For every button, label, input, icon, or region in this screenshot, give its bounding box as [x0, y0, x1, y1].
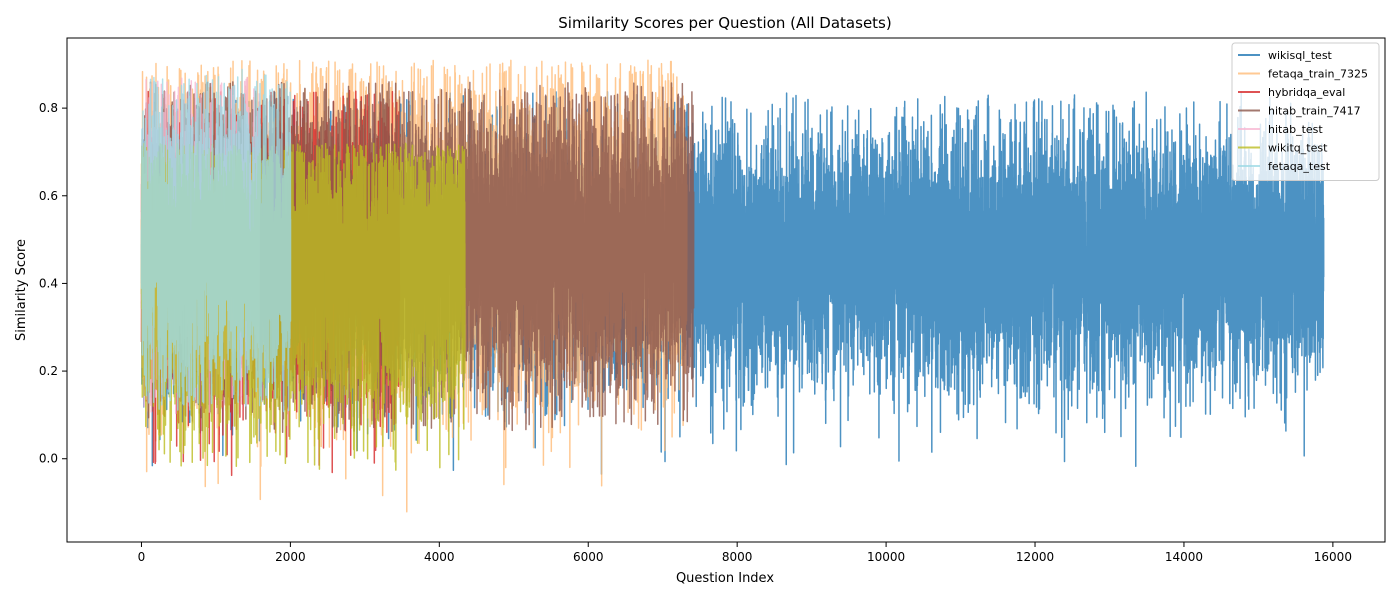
legend-label-wikisql_test: wikisql_test — [1268, 49, 1333, 62]
x-tick-label: 4000 — [424, 550, 455, 564]
x-axis-title: Question Index — [676, 571, 774, 586]
legend-label-fetaqa_train_7325: fetaqa_train_7325 — [1268, 68, 1368, 81]
legend-label-hitab_test: hitab_test — [1268, 123, 1323, 136]
x-tick-label: 14000 — [1165, 550, 1203, 564]
plot-area — [140, 59, 1325, 513]
legend-label-hitab_train_7417: hitab_train_7417 — [1268, 105, 1361, 118]
legend-box — [1231, 42, 1380, 181]
x-tick-label: 2000 — [275, 550, 306, 564]
y-tick-label: 0.8 — [39, 101, 58, 115]
y-tick-label: 0.0 — [39, 452, 58, 466]
legend-label-wikitq_test: wikitq_test — [1268, 142, 1328, 155]
y-tick-label: 0.4 — [39, 276, 58, 290]
x-tick-label: 12000 — [1016, 550, 1054, 564]
legend-label-fetaqa_test: fetaqa_test — [1268, 160, 1331, 173]
series-line-fetaqa_test — [140, 68, 292, 413]
x-tick-label: 6000 — [573, 550, 604, 564]
x-tick-label: 0 — [138, 550, 146, 564]
x-tick-label: 16000 — [1314, 550, 1352, 564]
plot-frame — [66, 37, 1386, 543]
y-axis-title: Similarity Score — [14, 239, 29, 341]
x-tick-label: 8000 — [722, 550, 753, 564]
chart-title: Similarity Scores per Question (All Data… — [558, 14, 891, 32]
y-tick-label: 0.6 — [39, 189, 58, 203]
x-axis: 0 2000 4000 6000 8000 10000 12000 14000 16000 — [138, 542, 1352, 564]
y-axis: 0.0 0.2 0.4 0.6 0.8 — [39, 101, 67, 466]
legend-label-hybridqa_eval: hybridqa_eval — [1268, 86, 1345, 99]
series-layer — [140, 59, 1325, 513]
y-tick-label: 0.2 — [39, 364, 58, 378]
legend: wikisql_test fetaqa_train_7325 hybridqa_ev… — [1231, 42, 1380, 181]
x-tick-label: 10000 — [867, 550, 905, 564]
